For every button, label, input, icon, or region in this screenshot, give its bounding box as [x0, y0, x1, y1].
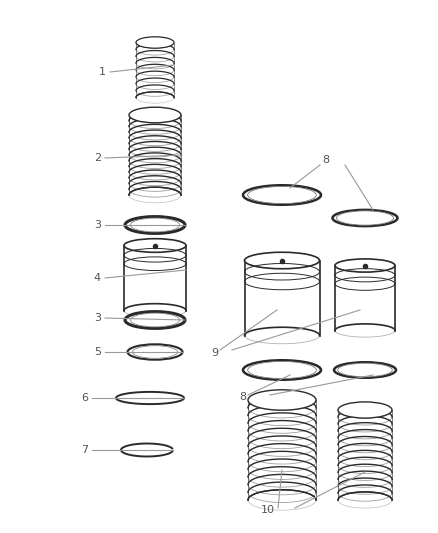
- Bar: [335, 265, 395, 330]
- Text: 8: 8: [322, 155, 329, 165]
- Bar: [244, 261, 319, 335]
- Ellipse shape: [244, 252, 319, 269]
- Text: 7: 7: [81, 445, 88, 455]
- Ellipse shape: [129, 107, 181, 123]
- Ellipse shape: [332, 210, 398, 226]
- Ellipse shape: [125, 312, 185, 328]
- Text: 5: 5: [94, 347, 101, 357]
- Ellipse shape: [247, 361, 316, 378]
- Ellipse shape: [247, 187, 316, 204]
- Ellipse shape: [335, 259, 395, 272]
- Ellipse shape: [338, 402, 392, 418]
- Text: 10: 10: [261, 505, 275, 515]
- Text: 3: 3: [94, 313, 101, 323]
- Text: 1: 1: [99, 67, 106, 77]
- Ellipse shape: [248, 390, 316, 410]
- Ellipse shape: [132, 346, 177, 358]
- Ellipse shape: [243, 185, 321, 205]
- Text: 9: 9: [211, 348, 218, 358]
- Ellipse shape: [131, 313, 180, 327]
- Text: 8: 8: [239, 392, 246, 402]
- Ellipse shape: [136, 37, 174, 48]
- Bar: [124, 246, 186, 311]
- Ellipse shape: [124, 239, 186, 252]
- Ellipse shape: [125, 216, 185, 233]
- Ellipse shape: [243, 360, 321, 379]
- Ellipse shape: [127, 344, 183, 360]
- Text: 2: 2: [94, 153, 101, 163]
- Ellipse shape: [334, 362, 396, 378]
- Text: 3: 3: [94, 220, 101, 230]
- Ellipse shape: [338, 363, 392, 377]
- Ellipse shape: [336, 211, 394, 225]
- Text: 6: 6: [81, 393, 88, 403]
- Ellipse shape: [131, 218, 180, 232]
- Text: 4: 4: [94, 273, 101, 283]
